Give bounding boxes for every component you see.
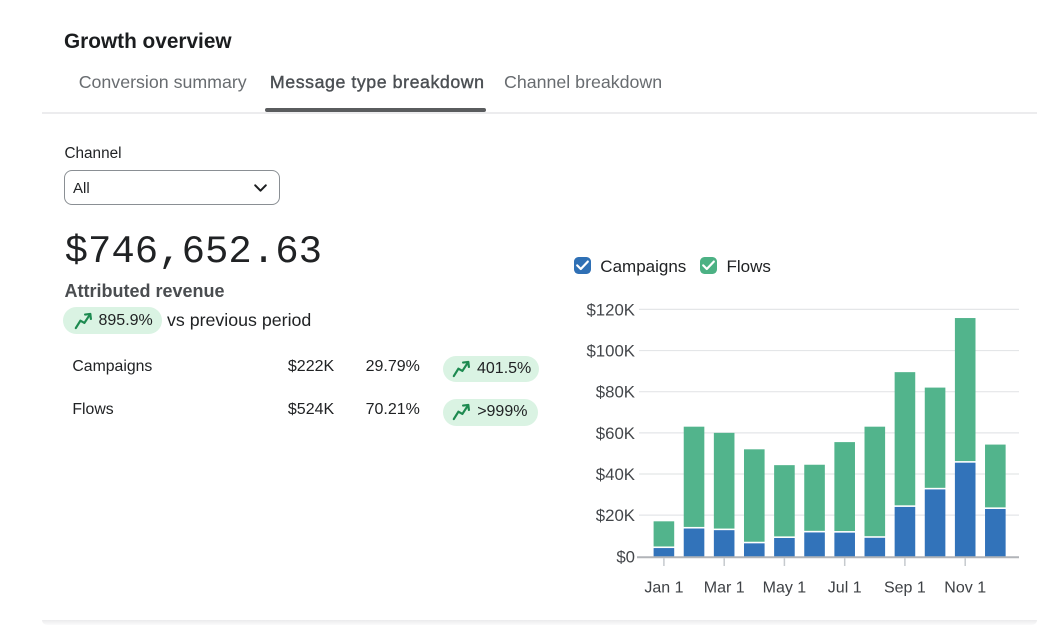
svg-text:$60K: $60K (596, 424, 635, 443)
svg-text:Jan 1: Jan 1 (644, 580, 683, 597)
svg-text:Sep 1: Sep 1 (884, 580, 926, 597)
svg-text:Jul 1: Jul 1 (828, 580, 862, 597)
svg-text:$100K: $100K (586, 342, 635, 361)
svg-text:$20K: $20K (596, 506, 635, 525)
svg-text:$40K: $40K (596, 465, 635, 484)
svg-text:$80K: $80K (596, 383, 635, 402)
svg-text:$0: $0 (616, 547, 635, 566)
svg-text:Nov 1: Nov 1 (944, 580, 986, 597)
svg-text:$120K: $120K (586, 300, 635, 319)
svg-text:Mar 1: Mar 1 (704, 580, 745, 597)
svg-text:May 1: May 1 (763, 580, 807, 597)
